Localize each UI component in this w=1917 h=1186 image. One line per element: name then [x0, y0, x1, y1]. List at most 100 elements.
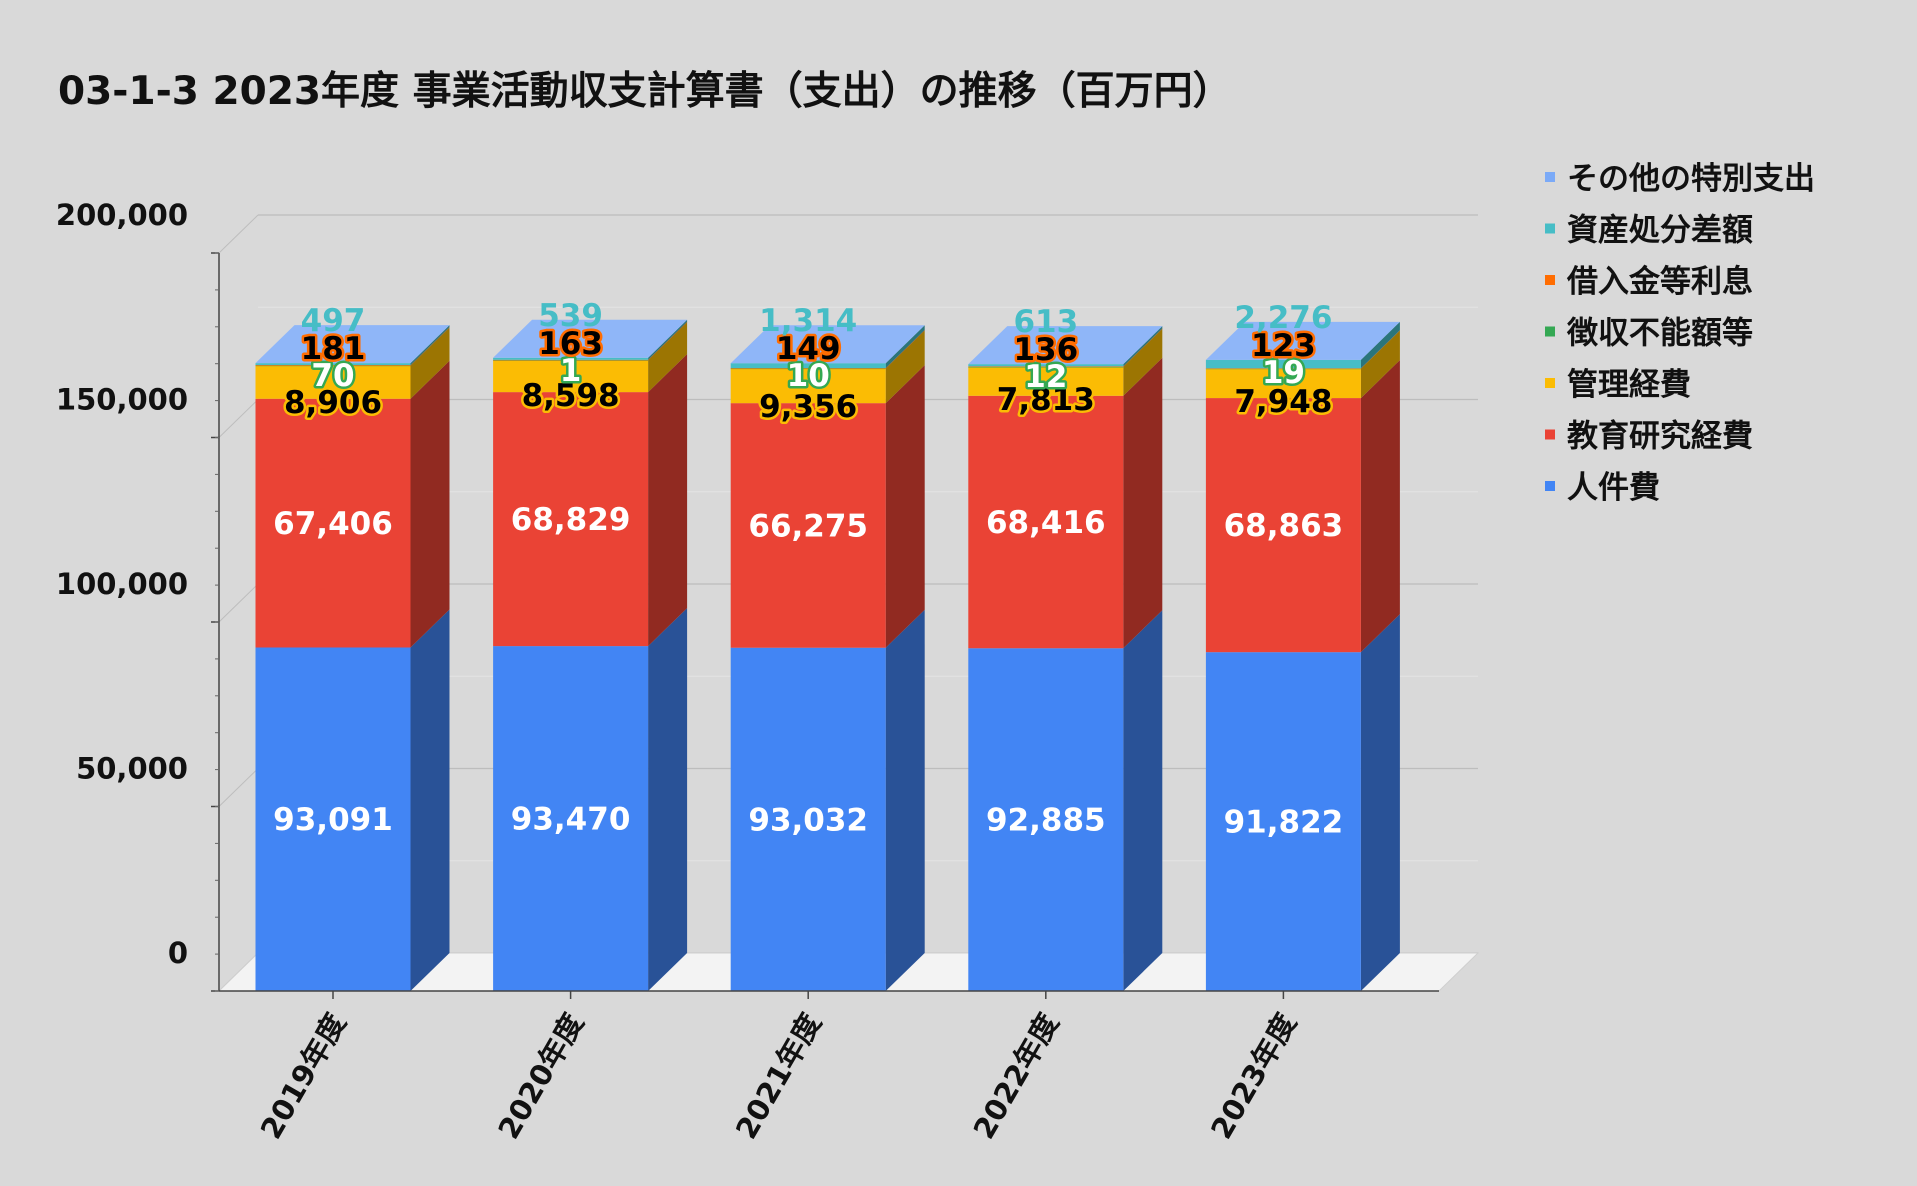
legend-label: 管理経費 — [1567, 367, 1691, 403]
bar-segment — [1205, 368, 1361, 399]
side-gridline — [218, 399, 259, 438]
bar-segment-side — [885, 330, 925, 369]
bar-segment — [493, 357, 649, 360]
side-gridline — [218, 768, 259, 807]
bar-top-face — [255, 325, 450, 364]
data-label: 91,822 — [1224, 805, 1344, 841]
bar-segment-side — [1360, 330, 1400, 399]
x-tick-label: 2019年度 — [254, 1008, 353, 1145]
bar-segment — [730, 403, 886, 648]
data-label: 92,885 — [986, 803, 1106, 839]
data-label: 539 — [538, 298, 603, 334]
bar-segment — [1205, 398, 1361, 653]
bar-segment-side — [410, 327, 450, 366]
x-tick-label: 2022年度 — [967, 1008, 1066, 1145]
bar-segment — [968, 366, 1124, 396]
bars — [255, 319, 1400, 991]
x-tick-label: 2020年度 — [491, 1008, 590, 1145]
bar-segment-side — [1360, 360, 1400, 653]
data-label: 68,829 — [511, 502, 631, 538]
bar-segment — [493, 360, 649, 393]
bar-segment-side — [885, 330, 925, 369]
data-label: 181 — [301, 331, 366, 367]
bar-segment — [1205, 368, 1361, 369]
bar-segment — [255, 398, 411, 648]
x-tick-label: 2023年度 — [1204, 1008, 1303, 1145]
legend-label: 資産処分差額 — [1567, 213, 1753, 249]
bar-segment-side — [1123, 328, 1163, 367]
bar-segment — [968, 648, 1124, 991]
legend-swatch — [1545, 172, 1555, 182]
data-label: 7,813 — [997, 382, 1095, 418]
data-label: 9,356 — [759, 389, 857, 425]
bar-segment — [493, 392, 649, 647]
bar-segment-side — [648, 321, 688, 361]
bar-segment-side — [410, 609, 450, 991]
bar-segment-side — [410, 360, 450, 648]
bar-segment-side — [1360, 614, 1400, 991]
data-label: 8,906 — [284, 385, 382, 421]
x-tick-label: 2021年度 — [729, 1008, 828, 1145]
bar-segment — [255, 363, 411, 365]
bar-top-face — [968, 326, 1163, 365]
bar-segment-side — [885, 325, 925, 369]
legend-swatch — [1545, 429, 1555, 440]
data-label: 93,470 — [511, 802, 631, 838]
data-label: 1,314 — [759, 303, 857, 339]
data-label: 163 — [538, 326, 603, 362]
bar-segment — [255, 365, 411, 399]
legend-swatch — [1545, 481, 1555, 491]
data-label: 10 — [787, 358, 830, 394]
bar-segment-side — [1123, 328, 1163, 367]
data-label: 149 — [776, 331, 841, 367]
legend-label: 教育研究経費 — [1567, 419, 1753, 455]
bar-segment-side — [410, 327, 450, 399]
bar-segment-side — [410, 325, 450, 365]
bar-segment-side — [885, 609, 925, 991]
bar-segment-side — [1360, 321, 1400, 369]
data-label: 123 — [1251, 328, 1316, 364]
bar-segment-side — [1123, 328, 1163, 396]
legend-swatch — [1545, 223, 1555, 234]
bar-segment-side — [1123, 357, 1163, 649]
bar-top-face — [1205, 321, 1400, 360]
y-tick-label: 200,000 — [56, 198, 188, 232]
bar-segment — [730, 368, 886, 370]
side-gridline — [218, 214, 259, 254]
data-label: 19 — [1262, 355, 1305, 391]
bar-segment-side — [1123, 610, 1163, 991]
side-gridline — [218, 583, 259, 623]
data-label: 68,863 — [1224, 508, 1344, 544]
bar-segment — [968, 364, 1124, 367]
bar-segment — [255, 647, 411, 991]
bar-segment-side — [648, 322, 688, 361]
legend-swatch — [1545, 326, 1555, 337]
data-label: 1 — [560, 353, 582, 389]
data-label: 70 — [311, 358, 354, 394]
bar-segment-side — [410, 326, 450, 366]
bar-segment-side — [1360, 330, 1400, 369]
bar-segment — [968, 395, 1124, 649]
bar-segment — [1205, 359, 1361, 369]
legend-label: 借入金等利息 — [1566, 264, 1753, 300]
bar-segment-side — [648, 608, 688, 991]
data-label: 93,032 — [748, 802, 868, 838]
bar-segment — [1205, 368, 1361, 370]
data-label: 497 — [301, 303, 366, 339]
bar-segment-side — [885, 365, 925, 648]
bar-segment-side — [1123, 326, 1163, 367]
bar-top-face — [730, 325, 925, 364]
bar-segment — [493, 646, 649, 991]
bar-segment — [730, 363, 886, 369]
data-label: 93,091 — [273, 802, 393, 838]
data-label: 12 — [1024, 359, 1067, 395]
data-label: 613 — [1013, 304, 1078, 340]
bar-segment — [255, 365, 411, 367]
y-tick-label: 0 — [168, 936, 188, 970]
bar-segment-side — [1360, 330, 1400, 369]
y-tick-label: 100,000 — [56, 567, 188, 601]
legend-label: 徴収不能額等 — [1566, 316, 1753, 352]
bar-segment-side — [885, 330, 925, 404]
